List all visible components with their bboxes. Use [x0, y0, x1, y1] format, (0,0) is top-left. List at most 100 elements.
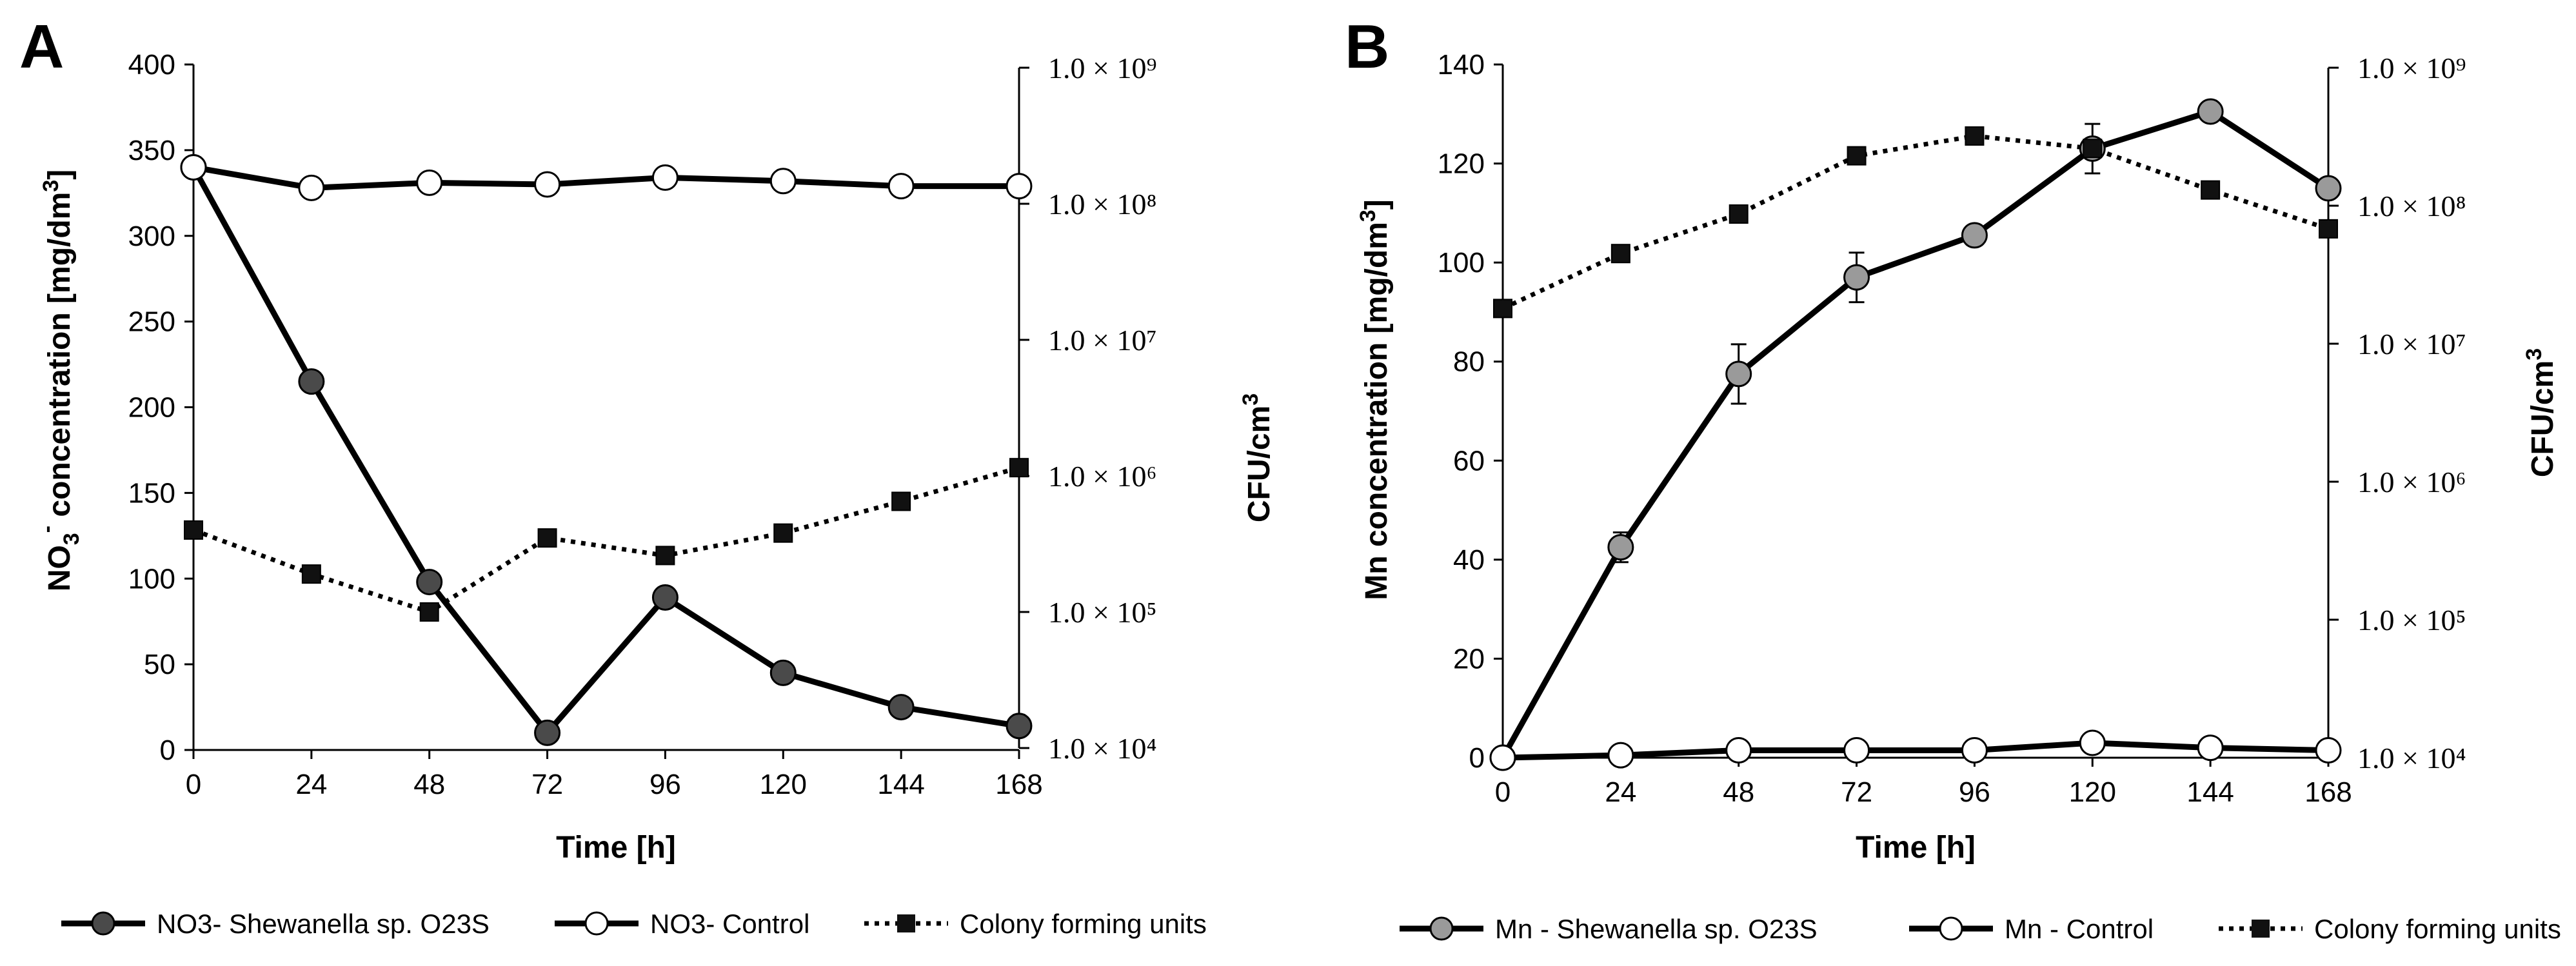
panel-a-x-tick-label: 0	[186, 769, 201, 800]
panel-a-y2-tick-label: 1.0 × 10⁷	[1048, 324, 1156, 357]
panel-a-y-axis-title: NO3- concentration [mg/dm3]	[35, 170, 84, 592]
panel-b-x-tick-label: 96	[1959, 776, 1990, 808]
panel-b-series-2-marker	[1607, 742, 1634, 769]
panel-a-y2-tick-label: 1.0 × 10⁴	[1048, 732, 1156, 765]
panel-a-series-2-marker	[651, 164, 679, 191]
panel-a-series-1-line	[191, 166, 1020, 736]
panel-a-y2-tick-label: 1.0 × 10⁹	[1048, 52, 1156, 84]
panel-a-series-2-marker	[1006, 173, 1033, 200]
panel-b-y2-tick-label: 1.0 × 10⁹	[2357, 52, 2466, 84]
panel-b-y2-axis-title: CFU/cm3	[2522, 348, 2560, 477]
panel-a-x-tick-label: 120	[760, 769, 807, 800]
panel-a-series-3-marker	[891, 491, 911, 511]
panel-b-legend-label-1: Mn - Shewanella sp. O23S	[1495, 914, 1818, 944]
panel-b-legend-marker-2	[1939, 916, 1963, 941]
panel-a-y2-axis-title: CFU/cm3	[1238, 393, 1276, 522]
panel-b-series-2-line	[1502, 740, 2329, 761]
panel-a-x-tick-label: 72	[531, 769, 563, 800]
panel-b-series-3-marker	[2319, 219, 2338, 239]
panel-a: A 0 50 100 150 200 250 300 350 400 0 24 48 72 96 120 14…	[19, 12, 1276, 939]
panel-a-series-1-marker	[887, 694, 915, 721]
panel-b-series-1-marker	[1961, 222, 1988, 249]
panel-a-y-tick-label: 250	[128, 306, 175, 338]
panel-b-y-tick-label: 120	[1438, 148, 1485, 180]
panel-b-series-2-marker	[2315, 736, 2342, 764]
panel-a-legend-marker-1	[91, 911, 115, 936]
panel-b-series-3-marker	[1965, 126, 1985, 146]
panel-a-series-3-marker	[301, 564, 321, 584]
panel-a-series-3-line	[192, 465, 1020, 615]
panel-a-y-tick-label: 150	[128, 477, 175, 509]
panel-a-x-tick-label: 144	[877, 769, 924, 800]
panel-a-series-3-marker	[773, 523, 793, 543]
panel-b-series-3-marker	[2083, 139, 2103, 159]
panel-b-x-tick-label: 144	[2186, 776, 2234, 808]
panel-b-x-tick-label: 24	[1605, 776, 1636, 808]
panel-b-x-tick-label: 120	[2069, 776, 2116, 808]
panel-b-series-2-marker	[2079, 729, 2106, 756]
panel-b-series-2-marker	[1961, 736, 1988, 764]
panel-a-y-tick-label: 400	[128, 49, 175, 81]
panel-b-y-tick-label: 80	[1453, 346, 1485, 378]
panel-b-legend-marker-1	[1429, 916, 1454, 941]
panel-b-series-2-marker	[2197, 734, 2224, 762]
panel-a-series-1-marker	[769, 659, 797, 686]
panel-b-series-1-marker	[2315, 175, 2342, 202]
panel-a-y-tick-label: 200	[128, 392, 175, 424]
panel-b-x-axis-title: Time [h]	[1856, 831, 1976, 865]
panel-a-legend-label-2: NO3- Control	[650, 909, 809, 939]
panel-a-series-1-marker	[416, 569, 443, 596]
panel-b-legend-marker-3	[2252, 920, 2270, 938]
panel-b-series-3-line	[1501, 133, 2330, 311]
panel-b-y-tick-label: 100	[1438, 247, 1485, 279]
panel-b-legend: Mn - Shewanella sp. O23S Mn - Control Colo…	[1400, 914, 2561, 944]
panel-b-series-3-marker	[1729, 204, 1749, 224]
panel-b-y-tick-label: 60	[1453, 445, 1485, 477]
panel-b-y2-tick-label: 1.0 × 10⁵	[2357, 604, 2466, 636]
panel-b-series-2-marker	[1489, 744, 1516, 771]
panel-a-legend-marker-3	[897, 914, 915, 932]
panel-a-legend: NO3- Shewanella sp. O23S NO3- Control Colo…	[61, 909, 1207, 939]
panel-a-series-2-marker	[416, 169, 443, 196]
panel-b-y2-tick-label: 1.0 × 10⁶	[2357, 466, 2466, 498]
panel-b-series-1-marker	[1843, 264, 1870, 291]
panel-b-series-3-marker	[1493, 299, 1512, 319]
panel-a-series-2-marker	[180, 153, 207, 181]
panel-a-series-3-marker	[184, 520, 203, 540]
panel-a-series-3-marker	[655, 546, 675, 566]
panel-a-series-2-marker	[887, 173, 915, 200]
panel-b-x-tick-label: 48	[1723, 776, 1754, 808]
panel-a-y2-tick-label: 1.0 × 10⁶	[1048, 460, 1156, 493]
panel-b-series-1-marker	[2197, 98, 2224, 125]
panel-a-series-2-marker	[769, 168, 797, 195]
panel-b-series-1-marker	[1725, 360, 1752, 388]
panel-b-y2-tick-label: 1.0 × 10⁷	[2357, 328, 2466, 360]
panel-a-series-1-marker	[298, 368, 325, 395]
panel-a-series-1-marker	[534, 719, 561, 746]
panel-b-letter: B	[1345, 12, 1389, 81]
panel-a-series-3-marker	[419, 602, 439, 622]
panel-b-y-tick-label: 0	[1469, 742, 1485, 774]
panel-b-legend-label-3: Colony forming units	[2314, 914, 2561, 944]
panel-b-series-3-marker	[2201, 180, 2221, 200]
panel-a-y-tick-label: 300	[128, 221, 175, 252]
panel-b-y2-tick-label: 1.0 × 10⁸	[2357, 190, 2466, 222]
panel-a-series-2-line	[193, 164, 1019, 191]
panel-b-x-tick-label: 168	[2304, 776, 2352, 808]
panel-a-series-3-marker	[1009, 458, 1029, 478]
panel-b-y-tick-label: 140	[1438, 49, 1485, 81]
panel-b-series-2-marker	[1725, 736, 1752, 764]
panel-a-x-axis-title: Time [h]	[556, 831, 676, 865]
panel-a-x-tick-label: 48	[413, 769, 445, 800]
panel-a-y-tick-label: 100	[128, 563, 175, 595]
panel-b-y2-tick-label: 1.0 × 10⁴	[2357, 742, 2466, 774]
panel-b-series-3-marker	[1847, 146, 1867, 166]
panel-a-series-1-marker	[1006, 713, 1033, 740]
panel-a-y2-tick-label: 1.0 × 10⁵	[1048, 596, 1156, 629]
panel-b-x-tick-label: 0	[1495, 776, 1511, 808]
panel-a-y2-tick-label: 1.0 × 10⁸	[1048, 188, 1156, 221]
panel-a-x-tick-label: 168	[995, 769, 1042, 800]
panel-a-letter: A	[19, 12, 64, 81]
